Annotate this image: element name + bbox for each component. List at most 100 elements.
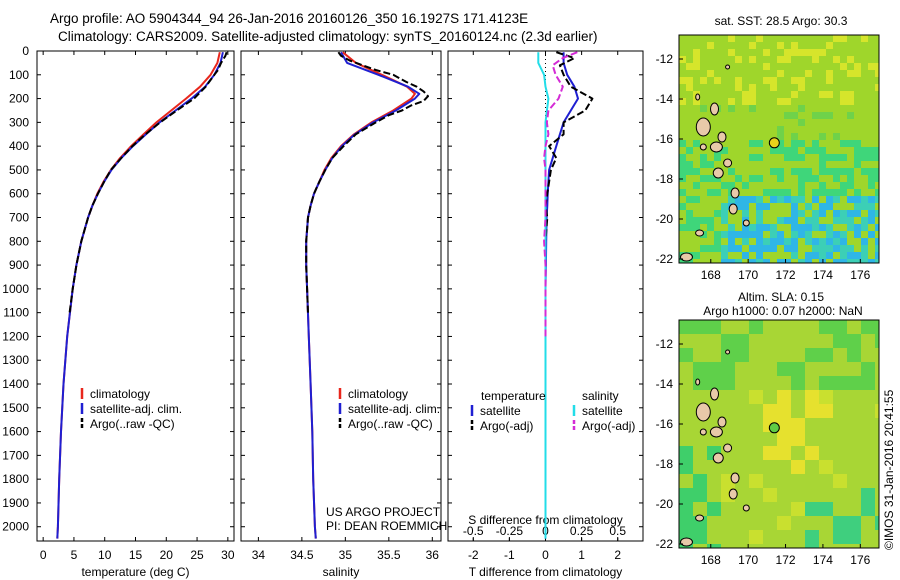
map-cell [707, 224, 714, 231]
map-cell [847, 217, 854, 224]
map-cell [777, 217, 784, 224]
depth-tick-label: 400 [9, 139, 29, 153]
map-cell [749, 84, 756, 91]
island [679, 537, 693, 547]
map-cell [749, 154, 756, 161]
x-tick-label: 25 [190, 548, 204, 562]
depth-tick-label: 1300 [2, 353, 29, 367]
map-cell [714, 154, 721, 161]
map-cell [742, 224, 749, 231]
panel-frame [240, 50, 442, 542]
map-cell [875, 238, 879, 245]
map-cell [693, 474, 707, 488]
map-cell [819, 404, 833, 418]
map-cell [770, 224, 777, 231]
map-cell [742, 98, 749, 105]
x-axis-label: salinity [323, 565, 360, 579]
map-cell [770, 147, 777, 154]
map-cell [784, 189, 791, 196]
map-cell [805, 203, 812, 210]
map-cell [854, 63, 861, 70]
map-cell [707, 175, 714, 182]
map-cell [756, 35, 763, 42]
lat-tick-label: -14 [656, 377, 674, 391]
map-cell [770, 231, 777, 238]
map-cell [707, 161, 714, 168]
island [699, 143, 707, 151]
map-cell [763, 245, 770, 252]
lon-tick-label: 170 [738, 268, 758, 282]
map-cell [875, 147, 879, 154]
map-cell [833, 217, 840, 224]
map-cell [798, 259, 805, 263]
map-cell [861, 168, 868, 175]
map-cell [791, 432, 805, 446]
map-cell [826, 189, 833, 196]
map-cell [826, 154, 833, 161]
island [695, 402, 711, 422]
s-diff-tick-label: -0.5 [463, 524, 484, 538]
map-cell [791, 224, 798, 231]
legend-header-salinity: salinity [582, 389, 619, 403]
lat-tick-label: -12 [656, 52, 674, 66]
map-cell [693, 224, 700, 231]
map-cell [756, 203, 763, 210]
map-cell [728, 98, 735, 105]
map-cell [826, 70, 833, 77]
depth-tick-label: 900 [9, 258, 29, 272]
map-cell [826, 91, 833, 98]
map-cell [770, 77, 777, 84]
map-cell [826, 112, 833, 119]
lat-tick-label: -22 [656, 252, 674, 266]
map-cell [847, 516, 861, 530]
map-cell [686, 224, 693, 231]
map-cell [833, 231, 840, 238]
legend-header-temperature: temperature [481, 389, 546, 403]
map-cell [735, 348, 749, 362]
climatology-title: Climatology: CARS2009. Satellite-adjuste… [58, 29, 598, 44]
map-cell [875, 175, 879, 182]
map-frame [678, 34, 880, 264]
map-cell [798, 119, 805, 126]
map-cell [805, 238, 812, 245]
map-cell [735, 84, 742, 91]
map-cell [763, 446, 777, 460]
map-cell [749, 175, 756, 182]
map-cell [875, 252, 879, 259]
depth-tick-label: 1000 [2, 282, 29, 296]
map-cell [791, 147, 798, 154]
map-cell [812, 245, 819, 252]
map-cell [728, 196, 735, 203]
map-cell [847, 348, 861, 362]
legend-label: climatology [90, 387, 150, 401]
island [710, 387, 720, 401]
map-cell [777, 70, 784, 77]
series-line-climatology [305, 51, 416, 539]
map-cell [812, 147, 819, 154]
island [695, 229, 705, 237]
map-cell [784, 245, 791, 252]
map-cell [735, 175, 742, 182]
lon-tick-label: 176 [850, 553, 870, 567]
map-cell [686, 168, 693, 175]
map-cell [791, 238, 798, 245]
map-cell [819, 224, 826, 231]
map-cell [707, 376, 721, 390]
map-cell [742, 238, 749, 245]
map-cell [861, 259, 868, 263]
island [699, 428, 707, 436]
map-cell [763, 259, 770, 263]
map-cell [840, 245, 847, 252]
x-tick-label: -2 [468, 548, 479, 562]
map-cell [721, 245, 728, 252]
map-cell [721, 182, 728, 189]
map-cell [854, 224, 861, 231]
x-tick-label: 35.5 [377, 548, 401, 562]
map-cell [693, 252, 700, 259]
island [712, 167, 724, 179]
map-cell [756, 252, 763, 259]
depth-tick-label: 1600 [2, 425, 29, 439]
map-cell [847, 56, 854, 63]
series-line-temperature-satellite [544, 52, 579, 539]
map-cell [798, 140, 805, 147]
